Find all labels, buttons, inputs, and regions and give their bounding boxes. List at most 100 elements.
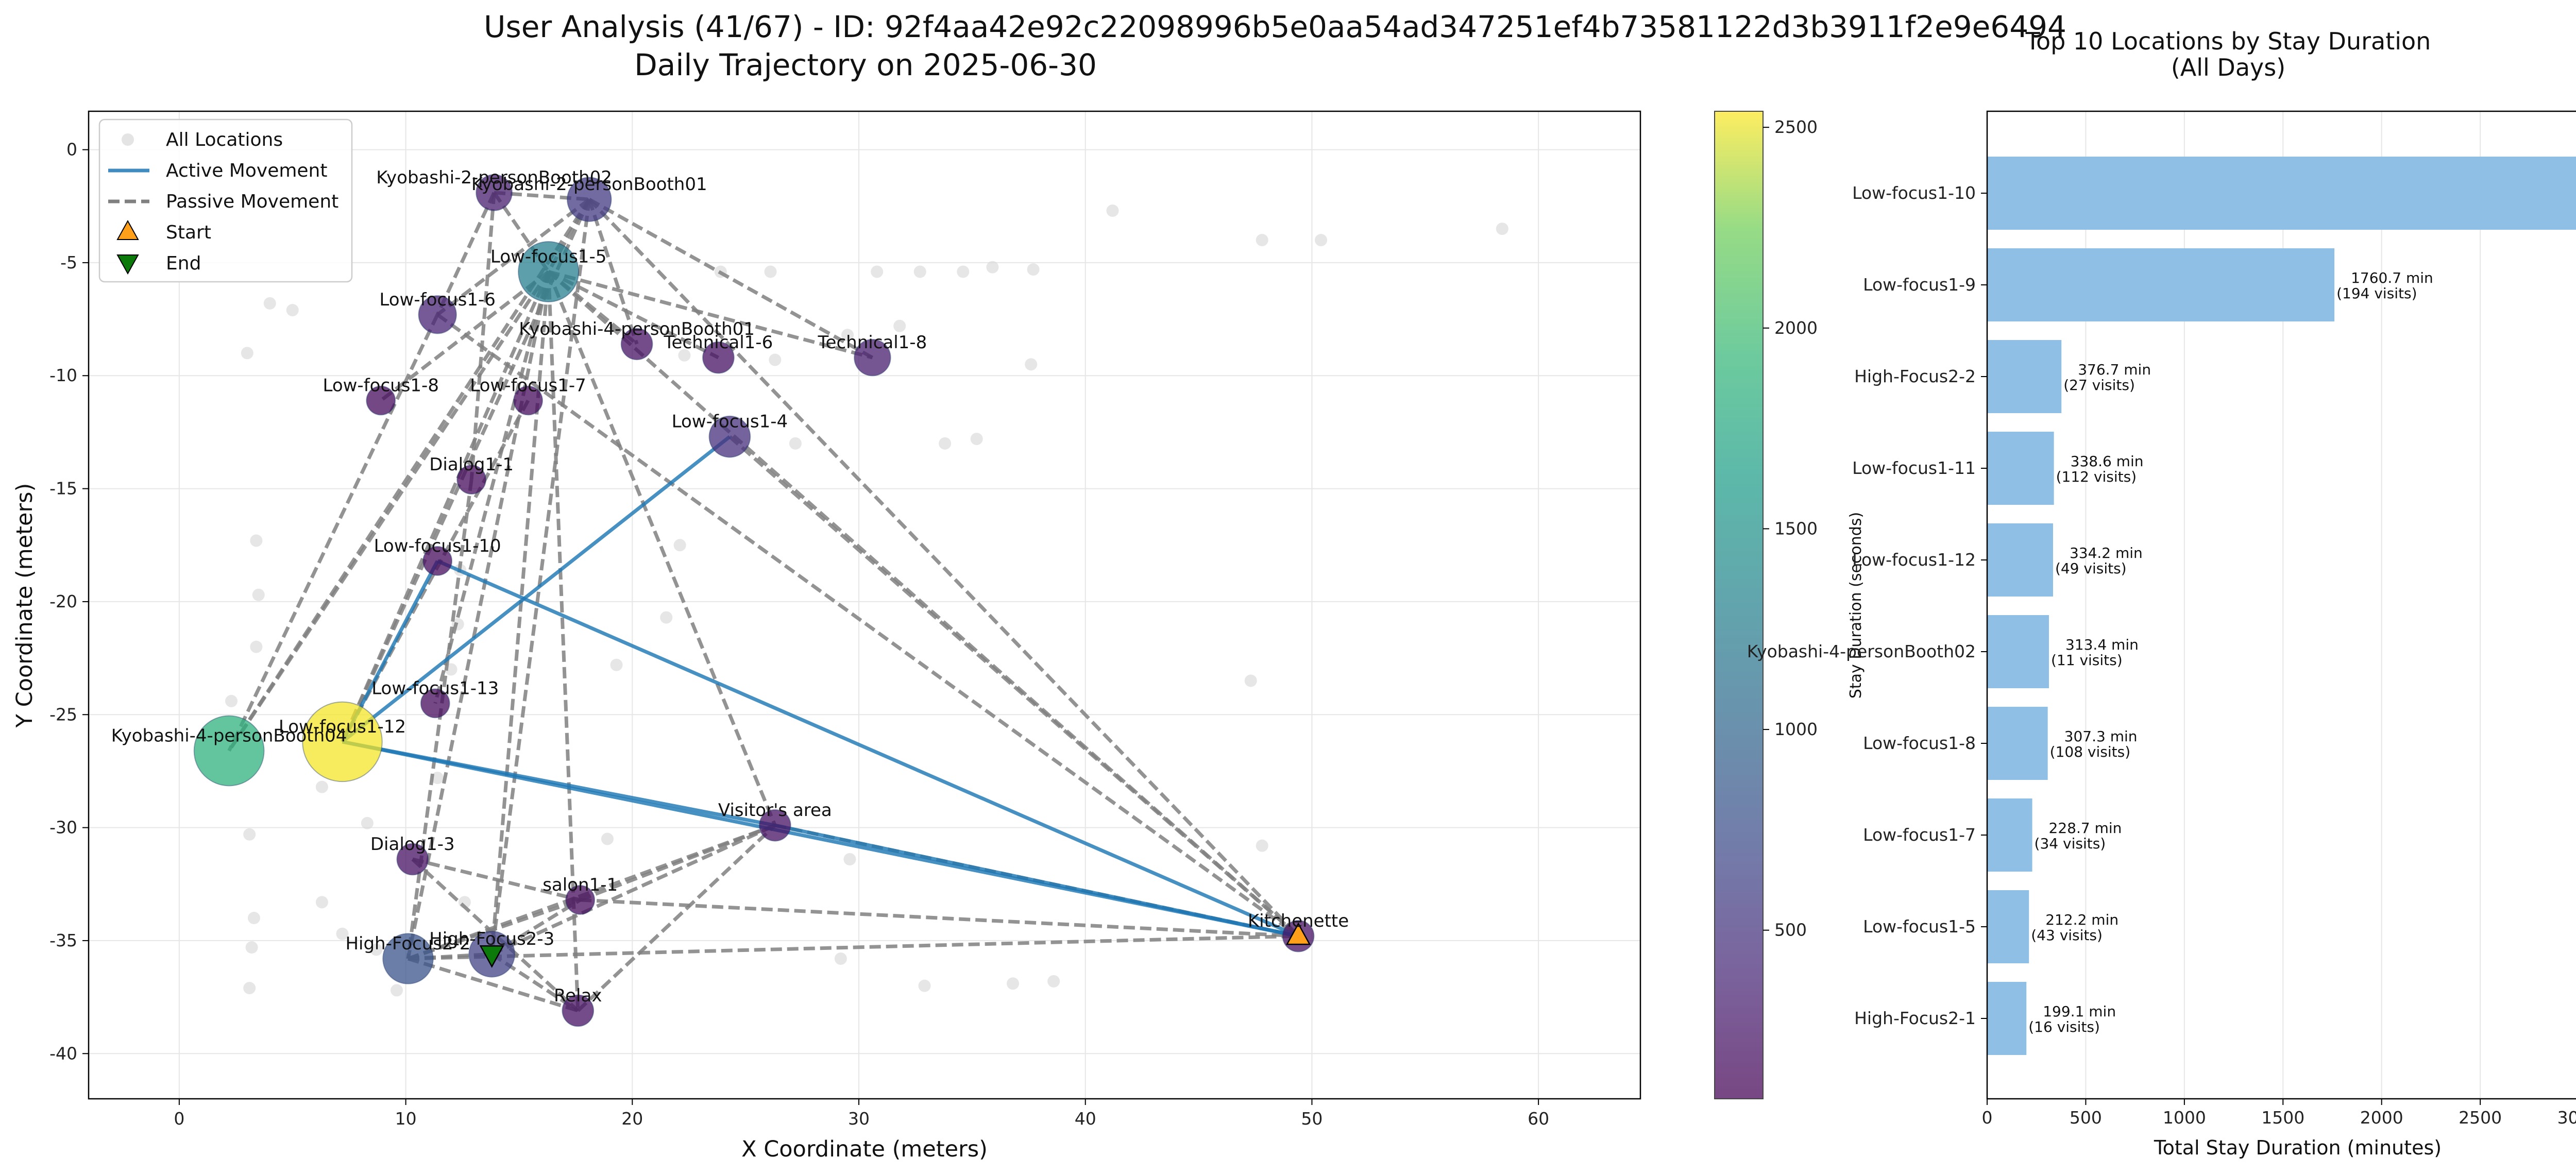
bar-visits-label: (49 visits) (2055, 560, 2127, 577)
visited-locations (193, 174, 1315, 1027)
bar-visits-label: (11 visits) (2051, 652, 2123, 669)
legend-frame (98, 118, 353, 283)
location-label-technical1-6: Technical1-6 (664, 332, 773, 353)
active-movement-line (341, 435, 731, 743)
all-location-point (1027, 263, 1040, 276)
location-point-kyobashi-4-personbooth04 (193, 715, 265, 787)
all-location-point (370, 943, 383, 956)
all-location-point (225, 694, 238, 707)
all-location-point (678, 349, 691, 362)
passive-movement-line (406, 479, 473, 959)
bar-category-label: Low-focus1-11 (1852, 458, 1976, 478)
bar-value-labels: 3000.3 min(248 visits)1760.7 min(194 vis… (2028, 269, 2433, 1035)
bar-visits-label: (108 visits) (2050, 743, 2130, 760)
location-label-low-focus1-5: Low-focus1-5 (490, 246, 606, 267)
bar-xtick-label: 1500 (2261, 1108, 2304, 1128)
location-point-visitor-s-area (758, 809, 791, 842)
scatter-ytick-label: -35 (49, 930, 77, 950)
active-movement-line (436, 559, 1299, 938)
passive-movement-line (412, 857, 581, 902)
location-point-technical1-8 (854, 338, 891, 377)
scatter-xtick-label: 10 (395, 1109, 417, 1129)
bar-xtick-label: 3000 (2557, 1108, 2576, 1128)
colorbar-label: Stay Duration (seconds) (1847, 512, 1865, 699)
bar-value-label: 334.2 min (2070, 545, 2143, 562)
location-point-salon1-1 (565, 885, 596, 915)
all-location-point (789, 437, 802, 450)
location-label-kyobashi-2-personbooth02: Kyobashi-2-personBooth02 (376, 167, 612, 188)
bar-x-axis-label: Total Stay Duration (minutes) (2154, 1136, 2442, 1159)
bar-low-focus1-11 (1987, 432, 2054, 505)
all-location-point (913, 265, 926, 278)
location-point-dialog1-1 (456, 465, 487, 495)
figure-title-line2: Daily Trajectory on 2025-06-30 (634, 47, 1097, 82)
all-location-point (250, 640, 263, 653)
scatter-frame (88, 110, 1641, 1100)
bar-xtick-label: 0 (1982, 1108, 1993, 1128)
bar-xtick-label: 1000 (2163, 1108, 2206, 1128)
location-point-kyobashi-4-personbooth01 (620, 328, 653, 361)
bar-category-label: High-Focus2-1 (1854, 1008, 1976, 1028)
all-location-point (1106, 205, 1119, 217)
legend-active: Active Movement (166, 160, 328, 181)
location-point-low-focus1-6 (418, 295, 457, 334)
bar-visits-label: (27 visits) (2063, 377, 2135, 394)
location-label-kyobashi-2-personbooth01: Kyobashi-2-personBooth01 (471, 174, 707, 195)
location-label-low-focus1-10: Low-focus1-10 (374, 536, 501, 556)
all-location-point (1256, 234, 1268, 247)
location-point-low-focus1-7 (513, 385, 543, 416)
bar-category-label: Low-focus1-12 (1852, 550, 1976, 570)
legend-passive: Passive Movement (166, 191, 338, 212)
bar-category-label: Low-focus1-5 (1863, 916, 1976, 937)
all-location-point (250, 534, 263, 547)
passive-movement-line (490, 199, 591, 955)
location-label-kyobashi-4-personbooth04: Kyobashi-4-personBooth04 (111, 725, 347, 746)
bar-category-label: Low-focus1-8 (1863, 733, 1976, 753)
all-location-point (1315, 234, 1328, 247)
all-location-point (245, 941, 258, 954)
scatter-ytick-label: -15 (49, 479, 77, 499)
bar-low-focus1-9 (1987, 248, 2335, 321)
location-point-low-focus1-8 (366, 385, 396, 416)
bar-series (1987, 157, 2576, 1055)
passive-movement-line (408, 934, 1299, 961)
legend-end: End (166, 253, 201, 274)
bar-frame (1986, 110, 2576, 1100)
location-labels: Kyobashi-2-personBooth02Kyobashi-2-perso… (111, 167, 1349, 1006)
location-point-technical1-6 (702, 341, 735, 374)
all-location-point (263, 297, 276, 310)
scatter-ytick-label: -5 (60, 252, 77, 273)
all-location-point (843, 853, 856, 866)
all-location-point (970, 433, 983, 446)
all-location-point (1244, 674, 1257, 687)
passive-movement-line (580, 898, 1299, 938)
bar-chart-subtitle: (All Days) (2171, 54, 2285, 81)
passive-movement-line (548, 270, 719, 360)
passive-movement-line (435, 192, 496, 316)
bar-category-label: Low-focus1-9 (1863, 275, 1976, 295)
background-locations (225, 205, 1509, 997)
all-location-point (1047, 975, 1060, 988)
figure-title-line1: User Analysis (41/67) - ID: 92f4aa42e92c… (484, 9, 2066, 44)
colorbar-gradient (1714, 111, 1764, 1099)
bar-xtick-label: 2000 (2360, 1108, 2403, 1128)
bar-value-label: 313.4 min (2065, 636, 2139, 653)
bar-value-label: 228.7 min (2049, 820, 2122, 837)
bar-value-label: 212.2 min (2045, 911, 2119, 928)
bar-low-focus1-10 (1987, 157, 2576, 230)
bar-category-label: Low-focus1-7 (1863, 825, 1976, 845)
location-point-high-focus2-2 (382, 933, 434, 984)
passive-movement-line (491, 824, 776, 956)
bar-low-focus1-12 (1987, 523, 2053, 597)
location-label-kyobashi-4-personbooth01: Kyobashi-4-personBooth01 (519, 319, 755, 339)
all-location-point (391, 984, 403, 997)
passive-movement-line (436, 313, 1300, 938)
colorbar-ticks: 500 1000 1500 2000 2500 (1763, 117, 1818, 940)
all-location-point (336, 927, 349, 940)
location-point-low-focus1-12 (302, 701, 383, 782)
all-location-point (939, 437, 952, 450)
location-label-salon1-1: salon1-1 (543, 875, 618, 895)
bar-visits-label: (34 visits) (2035, 835, 2106, 852)
passive-movement-line (579, 823, 776, 902)
